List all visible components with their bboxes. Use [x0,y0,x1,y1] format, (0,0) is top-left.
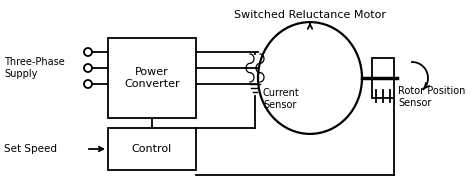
Text: Power
Converter: Power Converter [124,67,180,89]
Text: Switched Reluctance Motor: Switched Reluctance Motor [234,10,386,20]
Text: Current
Sensor: Current Sensor [263,88,300,110]
Bar [372,58,394,98]
Text: Rotor Position
Sensor: Rotor Position Sensor [398,86,465,108]
Text: Control: Control [132,144,172,154]
Bar [108,38,196,118]
Text: Set Speed: Set Speed [4,144,57,154]
Bar [108,128,196,170]
Ellipse shape [258,22,362,134]
Text: Three-Phase
Supply: Three-Phase Supply [4,57,65,79]
